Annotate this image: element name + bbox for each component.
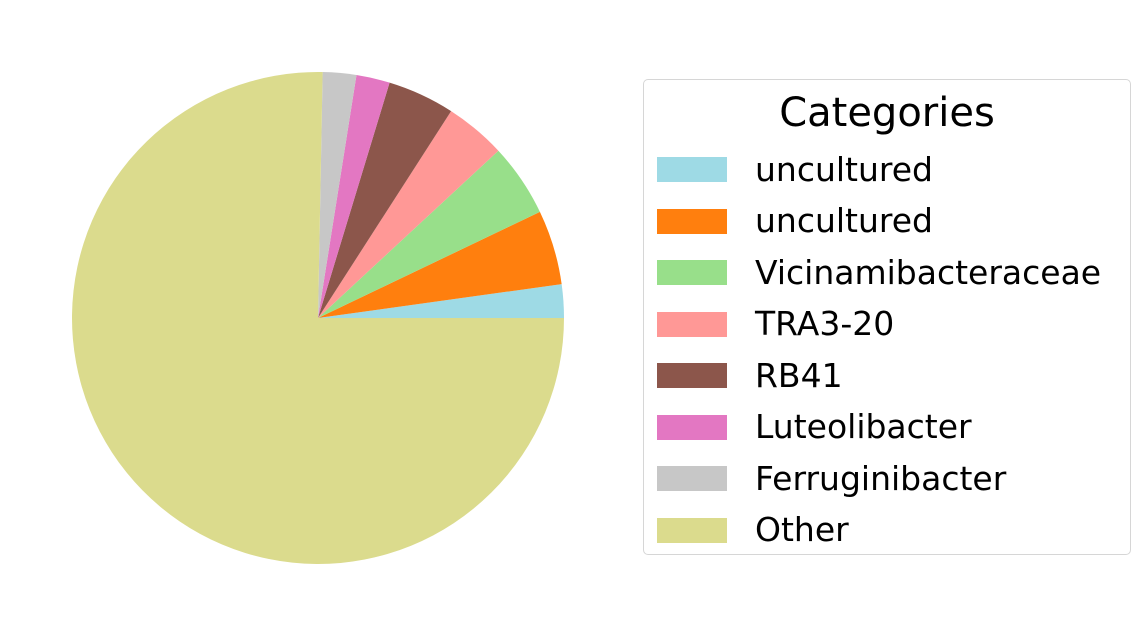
pie-slice-luteolibacter-5 (318, 75, 390, 318)
pie-slice-uncultured-1 (318, 211, 562, 318)
pie-slice-tra3-20-3 (318, 111, 499, 318)
legend-label: Ferruginibacter (755, 458, 1007, 498)
legend-label: uncultured (755, 201, 934, 241)
pie-slice-rb41-4 (318, 82, 452, 319)
legend-label: uncultured (755, 149, 934, 189)
legend-swatch (657, 414, 727, 440)
legend-swatch (657, 363, 727, 389)
legend-label: Vicinamibacteraceae (755, 252, 1102, 292)
legend: Categories uncultured uncultured Vicinam… (643, 79, 1131, 555)
legend-item-luteolibacter: Luteolibacter (657, 402, 1101, 454)
legend-item-tra3-20: TRA3-20 (657, 299, 1101, 351)
legend-item-uncultured-2: uncultured (657, 196, 1101, 248)
legend-label: Luteolibacter (755, 407, 972, 447)
legend-item-other: Other (657, 505, 1101, 557)
legend-swatch (657, 517, 727, 543)
legend-label: RB41 (755, 355, 843, 395)
legend-item-ferruginibacter: Ferruginibacter (657, 453, 1101, 505)
legend-swatch (657, 208, 727, 234)
legend-items: uncultured uncultured Vicinamibacteracea… (657, 144, 1101, 556)
legend-label: TRA3-20 (755, 304, 895, 344)
legend-swatch (657, 260, 727, 286)
pie-chart (72, 71, 564, 564)
pie-slice-ferruginibacter-6 (318, 72, 357, 318)
legend-swatch (657, 311, 727, 337)
pie-slice-other-7 (72, 71, 564, 564)
legend-swatch (657, 466, 727, 492)
pie-slice-vicinamibacteraceae-2 (318, 150, 540, 318)
legend-item-uncultured-1: uncultured (657, 144, 1101, 196)
legend-swatch (657, 157, 727, 183)
pie-slice-uncultured-0 (318, 284, 564, 318)
legend-title: Categories (779, 90, 995, 136)
legend-label: Other (755, 510, 849, 550)
legend-item-rb41: RB41 (657, 350, 1101, 402)
legend-item-vicinamibacteraceae: Vicinamibacteraceae (657, 247, 1101, 299)
